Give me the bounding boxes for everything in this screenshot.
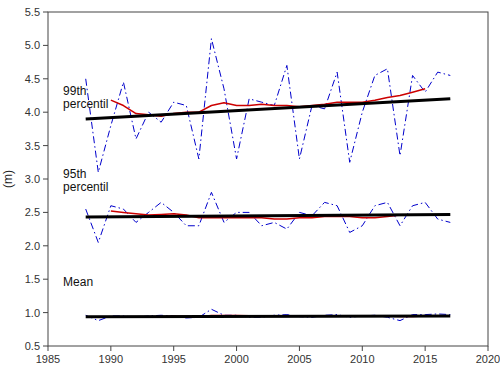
y-tick-label: 1.5 <box>25 273 40 285</box>
annotation: 95thpercentil <box>63 167 108 194</box>
y-tick-label: 2.0 <box>25 240 40 252</box>
annotations: 99thpercentil95thpercentilMean <box>63 84 108 288</box>
y-tick-label: 3.5 <box>25 140 40 152</box>
plot-frame <box>48 12 488 346</box>
axes: 1985 1990 1995 2000 2005 2010 2015 2020 0.5 1.0 1.… <box>1 6 500 365</box>
x-tick <box>299 346 300 351</box>
annotation: Mean <box>63 275 93 289</box>
y-tick-label: 2.5 <box>25 206 40 218</box>
series-line <box>86 99 451 119</box>
y-tick-label: 3.0 <box>25 173 40 185</box>
x-tick <box>173 346 174 351</box>
annotation-line: percentil <box>63 97 108 111</box>
y-tick <box>43 245 48 246</box>
y-tick <box>43 179 48 180</box>
y-tick <box>43 312 48 313</box>
y-tick-label: 0.5 <box>25 340 40 352</box>
y-tick <box>43 212 48 213</box>
x-tick <box>236 346 237 351</box>
annotation: 99thpercentil <box>63 84 108 111</box>
series-line <box>86 214 451 217</box>
plot-lines <box>86 39 451 321</box>
y-tick-label: 4.5 <box>25 73 40 85</box>
chart: 1985 1990 1995 2000 2005 2010 2015 2020 0.5 1.0 1.… <box>0 0 500 374</box>
y-tick-label: 4.0 <box>25 106 40 118</box>
x-tick <box>48 346 49 351</box>
series-line <box>86 315 451 319</box>
y-tick <box>43 145 48 146</box>
y-tick <box>43 346 48 347</box>
x-tick-label: 2000 <box>224 353 248 365</box>
x-tick <box>362 346 363 351</box>
annotation-line: percentil <box>63 180 108 194</box>
x-tick <box>425 346 426 351</box>
y-tick <box>43 12 48 13</box>
annotation-line: 95th <box>63 167 86 181</box>
y-tick <box>43 112 48 113</box>
x-tick-label: 2015 <box>413 353 437 365</box>
annotation-line: 99th <box>63 84 86 98</box>
x-tick-label: 1995 <box>161 353 185 365</box>
x-tick-label: 2010 <box>350 353 374 365</box>
x-tick-label: 2020 <box>476 353 500 365</box>
x-tick <box>488 346 489 351</box>
annotation-line: Mean <box>63 275 93 289</box>
y-tick-label: 5.5 <box>25 6 40 18</box>
y-axis-label: (m) <box>1 170 15 188</box>
series-line <box>86 192 451 242</box>
x-tick-label: 1990 <box>99 353 123 365</box>
series-line <box>86 39 451 173</box>
y-tick <box>43 45 48 46</box>
series-line <box>86 309 451 320</box>
y-tick <box>43 78 48 79</box>
y-tick <box>43 279 48 280</box>
x-tick-label: 2005 <box>287 353 311 365</box>
x-tick-label: 1985 <box>36 353 60 365</box>
y-tick-label: 1.0 <box>25 307 40 319</box>
x-tick <box>110 346 111 351</box>
y-tick-label: 5.0 <box>25 39 40 51</box>
